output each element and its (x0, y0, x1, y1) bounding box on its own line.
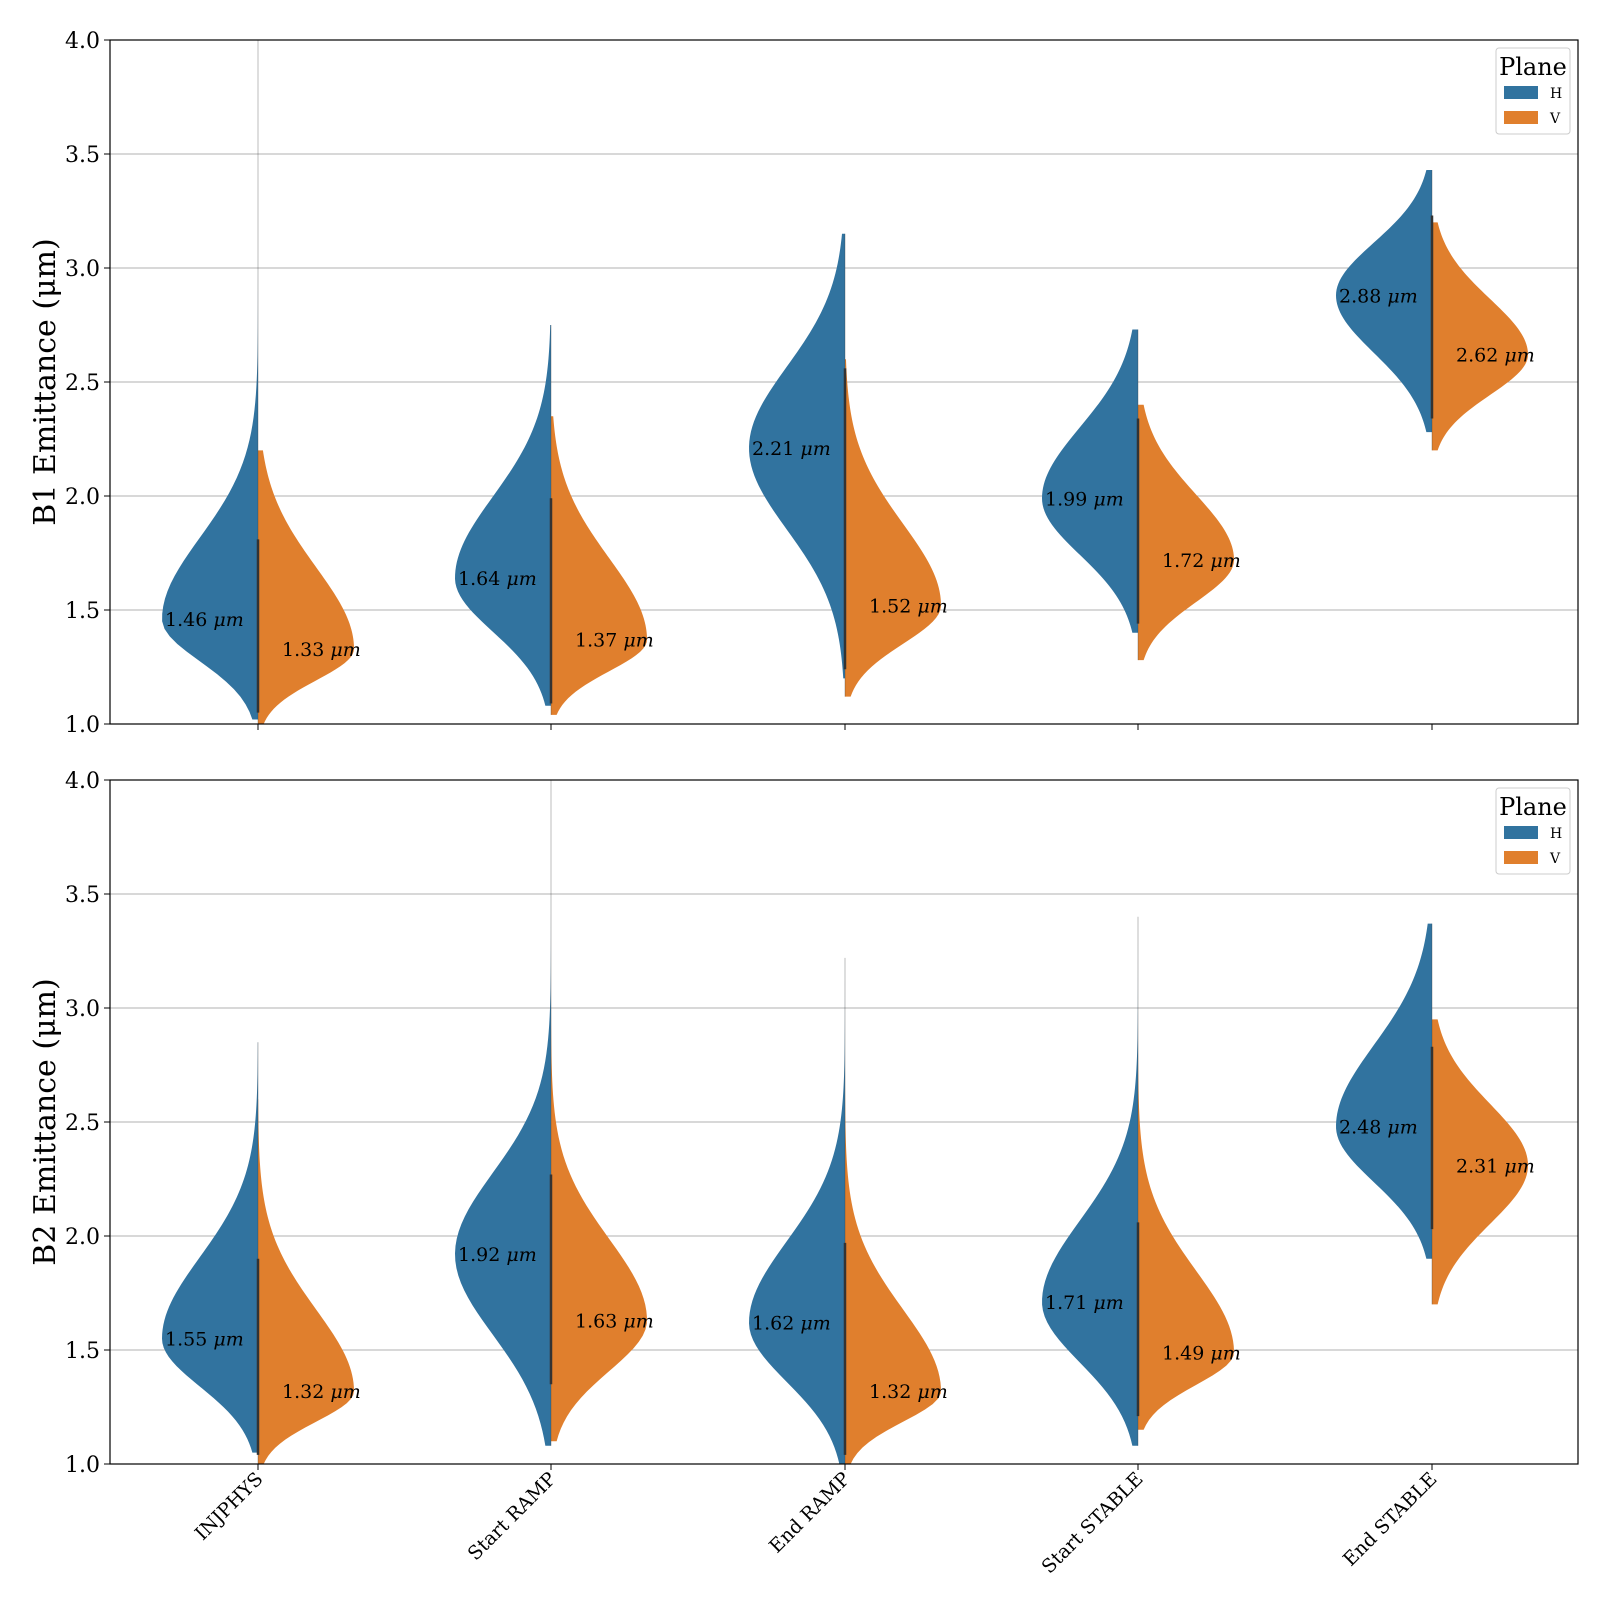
y-tick-label: 3.5 (65, 883, 100, 908)
median-label: 1.64 μm (458, 568, 537, 590)
median-label: 1.49 μm (1162, 1342, 1241, 1364)
y-tick-label: 1.5 (65, 599, 100, 624)
median-label: 1.71 μm (1045, 1292, 1124, 1314)
violin-h-end-ramp (749, 233, 845, 679)
legend-swatch-v (1504, 851, 1538, 864)
violin-v-start-ramp (551, 416, 647, 715)
legend-label-h: H (1550, 86, 1562, 102)
violin-v-injphys (258, 450, 354, 724)
median-label: 1.52 μm (869, 595, 948, 617)
median-label: 1.32 μm (282, 1381, 361, 1403)
violin-v-end-ramp (845, 973, 941, 1464)
violin-h-start-stable (1042, 329, 1138, 633)
violin-v-injphys (258, 1099, 354, 1464)
legend: Plane HV (1495, 47, 1571, 135)
y-tick-label: 4.0 (65, 29, 100, 54)
median-label: 1.55 μm (165, 1329, 244, 1351)
median-label: 1.92 μm (458, 1244, 537, 1266)
median-label: 1.99 μm (1045, 488, 1124, 510)
x-tick-label: Start RAMP (464, 1468, 561, 1565)
median-label: 2.48 μm (1339, 1117, 1418, 1139)
legend-label-h: H (1550, 826, 1562, 842)
median-label: 1.46 μm (165, 609, 244, 631)
y-tick-label: 1.0 (65, 1453, 100, 1478)
y-axis-label: B1 Emittance (μm) (28, 238, 63, 525)
violin-h-end-stable (1336, 923, 1432, 1259)
y-axis-label: B2 Emittance (μm) (28, 978, 63, 1265)
median-label: 1.33 μm (282, 639, 361, 661)
y-tick-label: 2.5 (65, 1111, 100, 1136)
y-tick-label: 1.0 (65, 713, 100, 738)
legend: Plane HV (1495, 787, 1571, 875)
y-tick-label: 3.5 (65, 143, 100, 168)
y-tick-label: 3.0 (65, 257, 100, 282)
b2-emittance-panel: 1.0 1.5 2.0 2.5 3.0 3.5 4.0 1.55 μm 1.32 μm 1.92 … (28, 769, 1579, 1578)
median-label: 2.62 μm (1456, 345, 1535, 367)
violin-h-injphys (162, 40, 258, 720)
y-tick-label: 1.5 (65, 1339, 100, 1364)
violin-v-end-ramp (845, 359, 941, 697)
median-label: 2.31 μm (1456, 1155, 1535, 1177)
violin-v-start-stable (1138, 985, 1234, 1430)
median-label: 2.21 μm (752, 438, 831, 460)
violin-v-end-stable (1432, 1019, 1528, 1305)
legend-swatch-h (1504, 86, 1538, 99)
legend-label-v: V (1549, 111, 1561, 127)
violin-h-start-ramp (455, 325, 551, 706)
b1-emittance-panel: 1.0 1.5 2.0 2.5 3.0 3.5 4.0 1.46 μm 1.33 μm 1.64 … (28, 29, 1579, 738)
legend-title: Plane (1499, 793, 1567, 821)
x-tick-label: End STABLE (1339, 1468, 1442, 1571)
y-tick-label: 3.0 (65, 997, 100, 1022)
legend-swatch-h (1504, 826, 1538, 839)
legend-label-v: V (1549, 851, 1561, 867)
violin-h-start-stable (1042, 916, 1138, 1446)
axes-frame (109, 39, 1579, 725)
violin-h-injphys (162, 1042, 258, 1453)
median-label: 1.32 μm (869, 1381, 948, 1403)
violin-h-start-ramp (455, 780, 551, 1446)
y-tick-label: 4.0 (65, 769, 100, 794)
median-label: 1.63 μm (575, 1310, 654, 1332)
violin-v-start-ramp (551, 882, 647, 1442)
median-label: 1.37 μm (575, 630, 654, 652)
violin-h-end-stable (1336, 169, 1432, 433)
y-tick-label: 2.5 (65, 371, 100, 396)
axes-frame (109, 779, 1579, 1465)
median-label: 1.72 μm (1162, 550, 1241, 572)
median-label: 2.88 μm (1339, 285, 1418, 307)
legend-swatch-v (1504, 111, 1538, 124)
x-tick-label: End RAMP (765, 1468, 855, 1558)
y-tick-label: 2.0 (65, 1225, 100, 1250)
violin-v-end-stable (1432, 222, 1528, 451)
y-tick-label: 2.0 (65, 485, 100, 510)
violin-v-start-stable (1138, 404, 1234, 661)
violin-h-end-ramp (749, 957, 845, 1464)
median-label: 1.62 μm (752, 1313, 831, 1335)
legend-title: Plane (1499, 53, 1567, 81)
x-tick-label: INJPHYS (191, 1468, 268, 1545)
x-tick-label: Start STABLE (1038, 1468, 1148, 1578)
